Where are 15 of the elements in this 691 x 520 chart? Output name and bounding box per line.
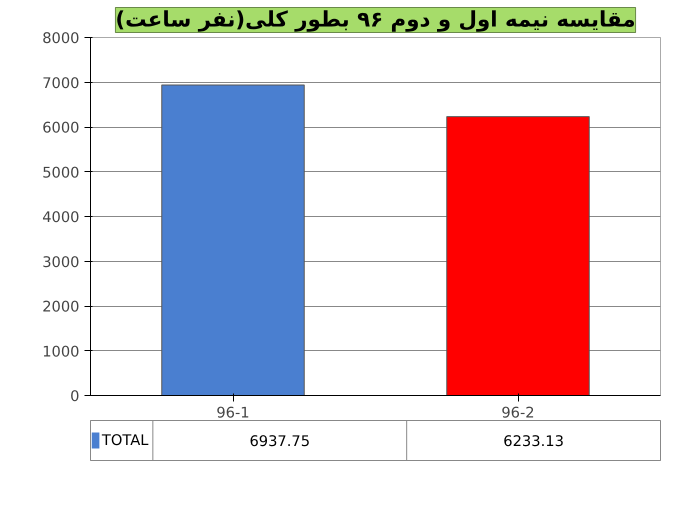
y-tick-label: 0 — [70, 388, 80, 405]
data-label: 6233.13 — [503, 433, 564, 450]
chart-title: مقایسه نیمه اول و دوم ۹۶ بطور کلی(نفر ساعت) — [115, 8, 636, 32]
x-tick-label: 96-1 — [216, 404, 250, 422]
y-tick-label: 6000 — [42, 120, 80, 136]
y-tick-label: 7000 — [42, 74, 80, 92]
y-tick-label: 8000 — [42, 30, 80, 47]
y-tick-label: 1000 — [42, 343, 80, 360]
y-tick-label: 5000 — [42, 164, 80, 182]
x-tick-label: 96-2 — [501, 404, 535, 422]
legend-label: TOTAL — [100, 432, 150, 449]
y-tick-label: 3000 — [42, 254, 80, 271]
y-tick-label: 2000 — [42, 298, 80, 316]
data-label: 6937.75 — [249, 433, 310, 450]
y-tick-label: 4000 — [42, 209, 80, 226]
